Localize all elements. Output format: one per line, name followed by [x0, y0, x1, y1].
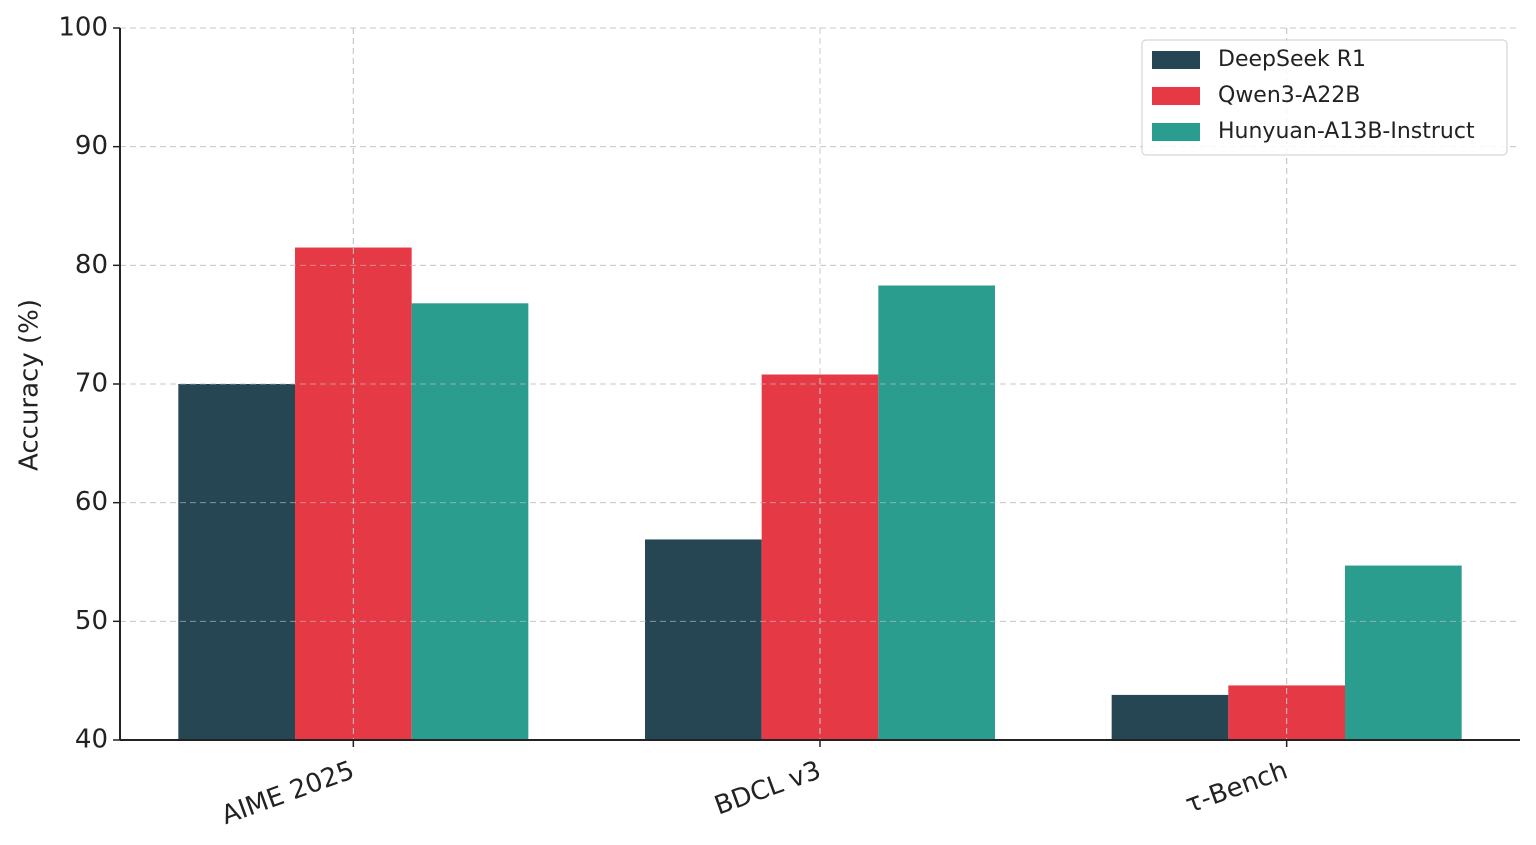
bar [645, 539, 762, 740]
y-tick-label: 90 [75, 131, 108, 161]
y-tick-label: 60 [75, 487, 108, 517]
legend-swatch [1152, 87, 1200, 105]
legend-label: DeepSeek R1 [1218, 47, 1366, 72]
legend: DeepSeek R1 Qwen3-A22B Hunyuan-A13B-Instru… [1141, 39, 1508, 156]
legend-swatch [1152, 123, 1200, 141]
y-tick-label: 80 [75, 250, 108, 280]
bar [178, 384, 295, 740]
y-tick-label: 40 [75, 725, 108, 755]
legend-swatch [1152, 51, 1200, 69]
y-tick-label: 50 [75, 606, 108, 636]
x-tick-label: BDCL v3 [711, 755, 825, 821]
legend-label: Hunyuan-A13B-Instruct [1218, 119, 1475, 144]
bar [1345, 565, 1462, 740]
x-tick-label: τ-Bench [1182, 755, 1292, 819]
bar [411, 303, 529, 740]
legend-label: Qwen3-A22B [1218, 83, 1360, 108]
y-axis-label: Accuracy (%) [15, 299, 45, 471]
bar [1111, 694, 1229, 740]
y-tick-label: 100 [58, 13, 108, 43]
bar [878, 285, 995, 740]
x-tick-label: AIME 2025 [218, 755, 359, 831]
legend-box [1141, 39, 1508, 156]
y-tick-label: 70 [75, 369, 108, 399]
